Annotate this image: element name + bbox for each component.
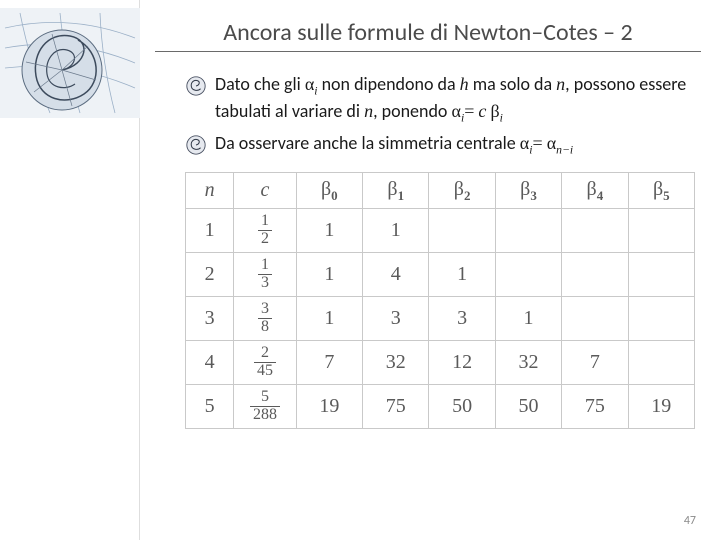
- table-header-row: n c β0 β1 β2 β3 β4 β5: [186, 173, 695, 209]
- cell-beta: 7: [562, 341, 628, 385]
- cell-beta: 50: [495, 385, 561, 429]
- slide-title: Ancora sulle formule di Newton–Cotes – 2: [155, 18, 701, 52]
- alpha: α: [305, 74, 314, 94]
- table-row: 3381331: [186, 297, 695, 341]
- cell-beta: 1: [429, 253, 495, 297]
- cell-beta: 1: [495, 297, 561, 341]
- nautilus-icon: [0, 8, 140, 118]
- sub-i: i: [570, 143, 573, 156]
- cell-beta: [562, 253, 628, 297]
- cell-c: 38: [234, 297, 296, 341]
- cell-beta: 19: [628, 385, 694, 429]
- var-h: h: [460, 74, 469, 94]
- left-sidebar: [0, 0, 140, 540]
- col-beta-0: β0: [296, 173, 362, 209]
- cell-c: 12: [234, 209, 296, 253]
- cell-beta: 1: [296, 253, 362, 297]
- alpha: α: [452, 101, 461, 121]
- var-c: c: [478, 101, 486, 121]
- coefficients-table-wrap: n c β0 β1 β2 β3 β4 β5 112112131413381331…: [185, 172, 695, 429]
- spiral-bullet-icon: [185, 75, 207, 97]
- text: Dato che gli: [215, 73, 305, 95]
- minus: −: [562, 143, 570, 156]
- cell-beta: [562, 209, 628, 253]
- table-row: 424573212327: [186, 341, 695, 385]
- var-n: n: [556, 74, 565, 94]
- text: non dipendono da: [318, 73, 460, 95]
- col-beta-1: β1: [363, 173, 429, 209]
- cell-beta: [495, 253, 561, 297]
- coefficients-table: n c β0 β1 β2 β3 β4 β5 112112131413381331…: [185, 172, 695, 429]
- cell-beta: [495, 209, 561, 253]
- cell-beta: 7: [296, 341, 362, 385]
- bullet-2-text: Da osservare anche la simmetria centrale…: [215, 131, 695, 158]
- beta: β: [491, 101, 500, 121]
- spiral-bullet-icon: [185, 134, 207, 156]
- cell-beta: 19: [296, 385, 362, 429]
- bullet-1: Dato che gli α i non dipendono da h ma so…: [185, 72, 695, 127]
- cell-beta: 75: [562, 385, 628, 429]
- cell-beta: 4: [363, 253, 429, 297]
- table-row: 11211: [186, 209, 695, 253]
- sub-i: i: [500, 112, 503, 125]
- cell-beta: 32: [495, 341, 561, 385]
- bullet-list: Dato che gli α i non dipendono da h ma so…: [185, 72, 695, 158]
- cell-n: 4: [186, 341, 234, 385]
- cell-beta: 1: [363, 209, 429, 253]
- text: ma solo da: [469, 73, 557, 95]
- cell-n: 2: [186, 253, 234, 297]
- alpha: α: [520, 133, 529, 153]
- cell-beta: 1: [296, 297, 362, 341]
- cell-beta: 50: [429, 385, 495, 429]
- table-row: 55288197550507519: [186, 385, 695, 429]
- cell-beta: [628, 209, 694, 253]
- col-n: n: [186, 173, 234, 209]
- cell-beta: 3: [363, 297, 429, 341]
- col-beta-4: β4: [562, 173, 628, 209]
- cell-n: 3: [186, 297, 234, 341]
- alpha: α: [547, 133, 556, 153]
- cell-beta: 3: [429, 297, 495, 341]
- cell-beta: [628, 253, 694, 297]
- cell-beta: [628, 341, 694, 385]
- eq: =: [464, 101, 474, 121]
- text: , ponendo: [373, 100, 451, 122]
- cell-n: 5: [186, 385, 234, 429]
- cell-beta: [562, 297, 628, 341]
- cell-c: 13: [234, 253, 296, 297]
- col-beta-5: β5: [628, 173, 694, 209]
- col-beta-2: β2: [429, 173, 495, 209]
- cell-beta: 32: [363, 341, 429, 385]
- bullet-1-text: Dato che gli α i non dipendono da h ma so…: [215, 72, 695, 127]
- table-row: 213141: [186, 253, 695, 297]
- cell-n: 1: [186, 209, 234, 253]
- text: Da osservare anche la simmetria centrale: [215, 132, 520, 154]
- cell-beta: [429, 209, 495, 253]
- cell-c: 5288: [234, 385, 296, 429]
- cell-beta: [628, 297, 694, 341]
- cell-beta: 1: [296, 209, 362, 253]
- col-c: c: [234, 173, 296, 209]
- nautilus-logo: [0, 8, 140, 118]
- table-body: 1121121314133813314245732123275528819755…: [186, 209, 695, 429]
- cell-beta: 75: [363, 385, 429, 429]
- eq: =: [532, 133, 542, 153]
- main-content: Ancora sulle formule di Newton–Cotes – 2…: [155, 18, 701, 429]
- cell-beta: 12: [429, 341, 495, 385]
- bullet-2: Da osservare anche la simmetria centrale…: [185, 131, 695, 158]
- page-number: 47: [684, 514, 696, 528]
- cell-c: 245: [234, 341, 296, 385]
- var-n: n: [364, 101, 373, 121]
- col-beta-3: β3: [495, 173, 561, 209]
